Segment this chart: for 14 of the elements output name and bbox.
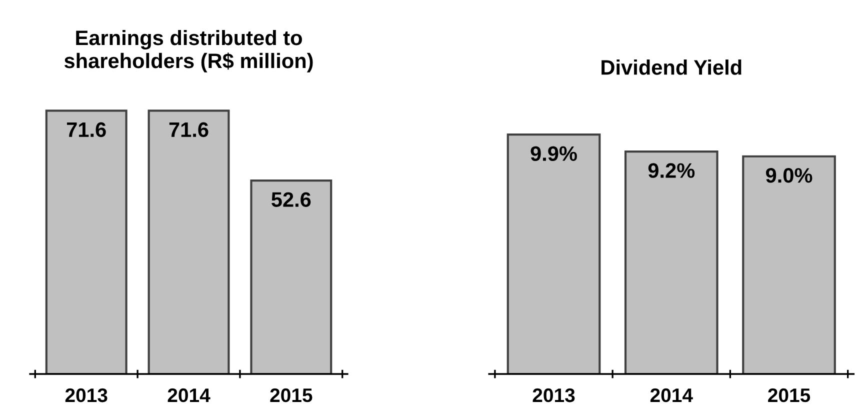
chart-title: Dividend Yield (602, 60, 742, 75)
data-label: 52.6 (272, 192, 311, 207)
x-tick-label: 2013 (65, 388, 108, 402)
x-tick-label: 2014 (650, 388, 693, 402)
data-label: 71.6 (169, 122, 208, 138)
x-tick-label: 2013 (532, 388, 575, 402)
x-tick-label: 2015 (768, 388, 810, 402)
data-label: 9.9% (530, 146, 577, 162)
data-label: 9.2% (648, 163, 695, 178)
chart-title: Earnings distributed to shareholders (R$ million) (64, 30, 313, 72)
x-tick-label: 2015 (270, 388, 312, 402)
data-label: 9.0% (766, 168, 812, 183)
data-label: 71.6 (66, 122, 106, 138)
x-tick-label: 2014 (168, 388, 210, 402)
